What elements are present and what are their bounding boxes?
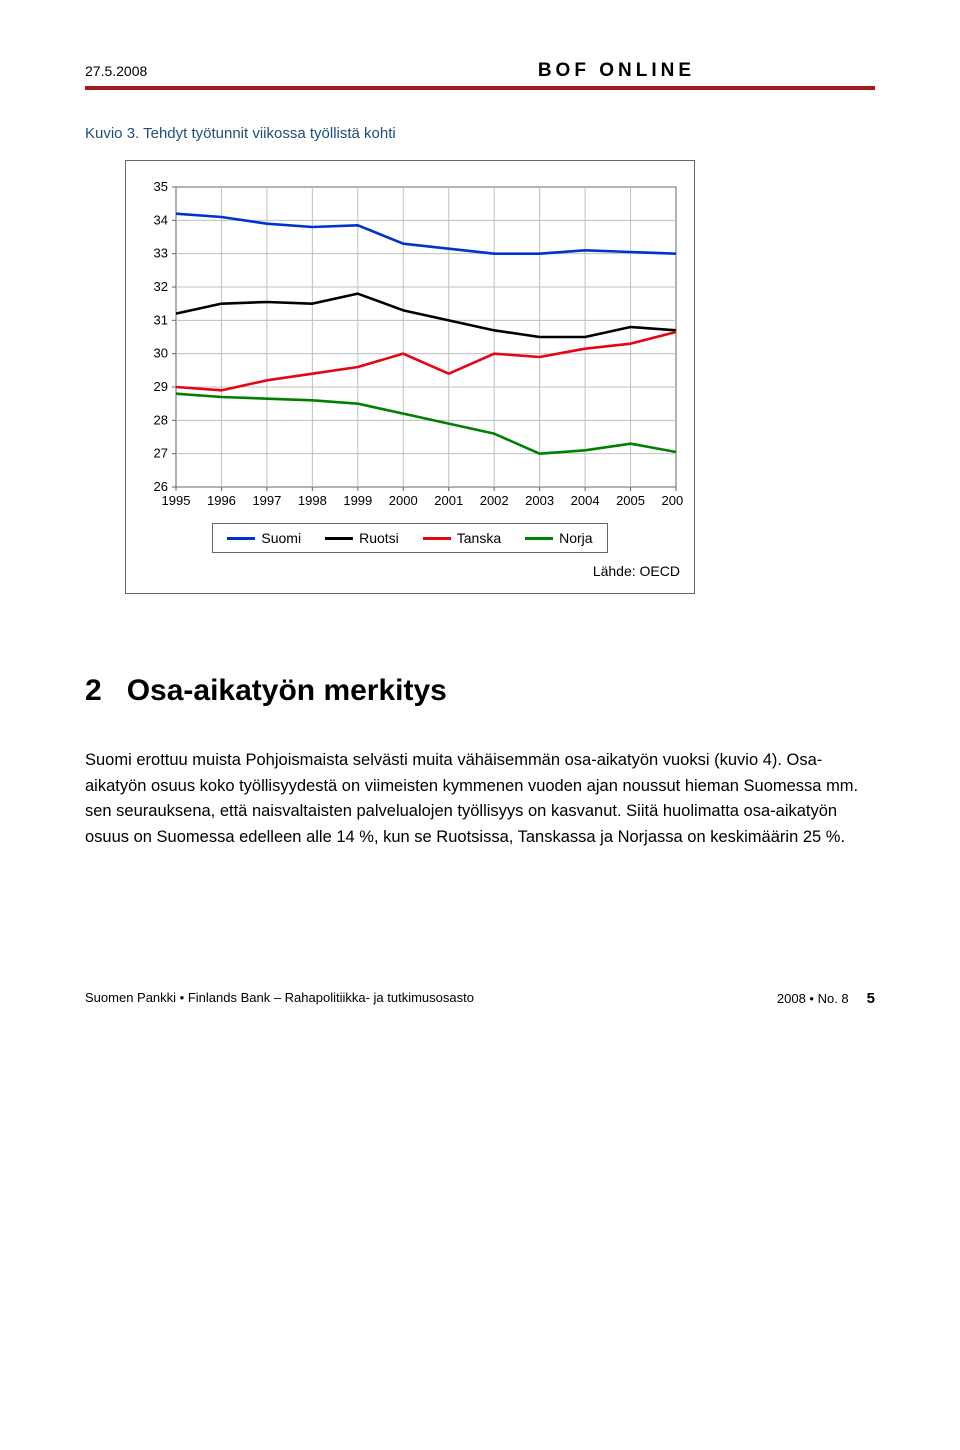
svg-text:2003: 2003 (525, 493, 554, 508)
svg-text:1997: 1997 (252, 493, 281, 508)
header-date: 27.5.2008 (85, 63, 147, 79)
legend-label: Suomi (261, 530, 301, 546)
footer-issue: 2008 • No. 8 (777, 991, 849, 1006)
header-rule (85, 86, 875, 90)
svg-text:33: 33 (154, 246, 168, 261)
section-number: 2 (85, 674, 102, 707)
svg-text:32: 32 (154, 279, 168, 294)
svg-text:1996: 1996 (207, 493, 236, 508)
svg-text:2001: 2001 (434, 493, 463, 508)
chart-caption: Kuvio 3. Tehdyt työtunnit viikossa työll… (85, 125, 875, 142)
svg-text:2006: 2006 (662, 493, 684, 508)
footer-left: Suomen Pankki • Finlands Bank – Rahapoli… (85, 990, 474, 1007)
svg-text:29: 29 (154, 379, 168, 394)
page-header: 27.5.2008 BOF ONLINE (85, 60, 875, 82)
legend-item: Norja (525, 530, 592, 546)
header-title: BOF ONLINE (538, 60, 695, 82)
body-paragraph: Suomi erottuu muista Pohjoismaista selvä… (85, 748, 875, 850)
svg-text:28: 28 (154, 412, 168, 427)
svg-text:35: 35 (154, 179, 168, 194)
chart-legend: Suomi Ruotsi Tanska Norja (212, 523, 607, 553)
svg-text:2004: 2004 (571, 493, 600, 508)
legend-swatch (227, 537, 255, 540)
legend-swatch (525, 537, 553, 540)
chart-container: 26 27 28 29 30 31 32 33 34 35 1995 1996 1997 1998 1999… (125, 160, 695, 594)
svg-text:34: 34 (154, 212, 168, 227)
section-heading: 2 Osa-aikatyön merkitys (85, 674, 875, 708)
svg-text:2002: 2002 (480, 493, 509, 508)
svg-text:1999: 1999 (343, 493, 372, 508)
svg-text:26: 26 (154, 479, 168, 494)
chart-source: Lähde: OECD (140, 563, 680, 579)
legend-swatch (423, 537, 451, 540)
legend-label: Norja (559, 530, 592, 546)
svg-text:1998: 1998 (298, 493, 327, 508)
line-chart: 26 27 28 29 30 31 32 33 34 35 1995 1996 1997 1998 1999… (140, 179, 684, 515)
section-title: Osa-aikatyön merkitys (127, 674, 447, 707)
footer-page-number: 5 (867, 990, 875, 1007)
svg-text:31: 31 (154, 312, 168, 327)
page-footer: Suomen Pankki • Finlands Bank – Rahapoli… (85, 990, 875, 1007)
svg-text:2005: 2005 (616, 493, 645, 508)
svg-text:27: 27 (154, 446, 168, 461)
legend-item: Ruotsi (325, 530, 399, 546)
legend-label: Ruotsi (359, 530, 399, 546)
legend-label: Tanska (457, 530, 501, 546)
legend-item: Tanska (423, 530, 501, 546)
legend-swatch (325, 537, 353, 540)
legend-item: Suomi (227, 530, 301, 546)
svg-text:30: 30 (154, 346, 168, 361)
svg-text:1995: 1995 (162, 493, 191, 508)
svg-text:2000: 2000 (389, 493, 418, 508)
